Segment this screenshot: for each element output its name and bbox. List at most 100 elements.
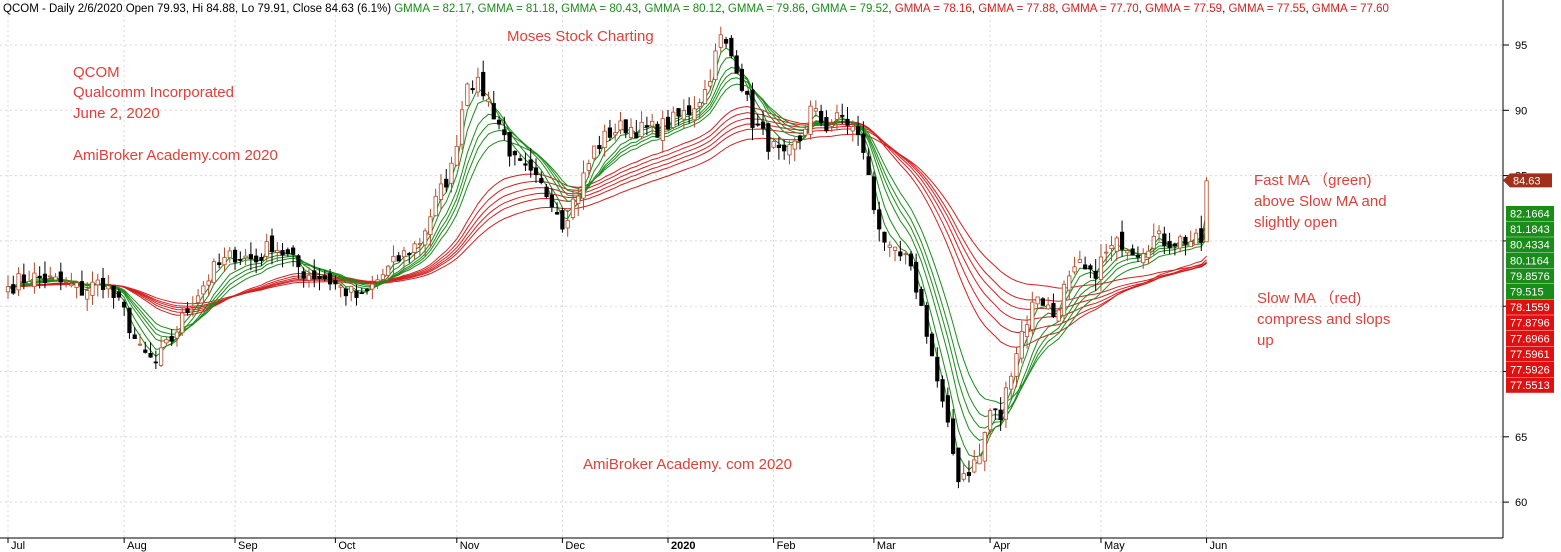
up-candle	[1014, 353, 1019, 377]
down-candle	[607, 127, 613, 138]
down-candle	[37, 275, 42, 279]
down-candle	[481, 71, 486, 97]
ma-value-marker	[1506, 268, 1554, 284]
up-candle	[74, 282, 79, 288]
ticker-label: QCOM	[73, 64, 120, 81]
up-candle	[190, 305, 195, 308]
down-candle	[502, 129, 507, 136]
up-candle	[618, 120, 623, 131]
up-candle	[1125, 250, 1130, 254]
up-candle	[1193, 232, 1199, 245]
gmma-value: GMMA = 77.88	[978, 3, 1055, 15]
down-candle	[312, 270, 317, 280]
down-candle	[665, 116, 671, 130]
up-candle	[565, 220, 570, 229]
ma-value-label: 79.515	[1510, 287, 1544, 299]
up-candle	[338, 285, 343, 288]
up-candle	[586, 163, 591, 171]
down-candle	[560, 210, 565, 230]
up-candle	[1178, 236, 1183, 249]
up-candle	[391, 255, 396, 263]
last-close-marker	[1503, 173, 1552, 188]
x-tick-label: Apr	[993, 540, 1010, 552]
up-candle	[222, 257, 227, 266]
x-tick-label: Mar	[877, 540, 896, 552]
up-candle	[887, 244, 892, 248]
up-candle	[792, 140, 797, 150]
ma-value-label: 80.1164	[1510, 255, 1549, 267]
x-tick-label: Dec	[565, 540, 585, 552]
down-candle	[533, 167, 539, 176]
up-candle	[1003, 387, 1009, 420]
down-candle	[1130, 248, 1135, 256]
ma-value-marker	[1506, 330, 1554, 346]
down-candle	[1088, 265, 1093, 270]
up-candle	[829, 124, 834, 127]
down-candle	[914, 261, 919, 293]
gmma-value: GMMA = 78.16	[895, 3, 972, 15]
down-candle	[924, 304, 929, 337]
down-candle	[634, 132, 639, 139]
down-candle	[491, 103, 496, 120]
down-candle	[127, 307, 132, 334]
down-candle	[687, 105, 692, 115]
up-candle	[459, 109, 465, 145]
up-candle	[106, 285, 111, 290]
down-candle	[555, 212, 560, 215]
ma-value-label: 77.8796	[1510, 318, 1550, 330]
up-candle	[581, 172, 586, 199]
up-candle	[660, 118, 665, 141]
company-label: Qualcomm Incorporated	[73, 84, 234, 101]
down-candle	[1093, 270, 1098, 279]
down-candle	[940, 379, 945, 402]
up-candle	[1030, 301, 1035, 331]
down-candle	[301, 271, 306, 279]
down-candle	[42, 273, 48, 283]
up-candle	[1104, 251, 1109, 254]
up-candle	[433, 195, 438, 217]
date-label: June 2, 2020	[73, 105, 160, 122]
up-candle	[349, 285, 354, 293]
down-candle	[496, 119, 502, 125]
ma-value-marker	[1506, 252, 1554, 268]
down-candle	[79, 281, 85, 296]
fast-ma-note-line: Fast MA （green)	[1254, 172, 1372, 189]
up-candle	[69, 283, 74, 287]
up-candle	[1114, 237, 1119, 252]
up-candle	[1061, 283, 1067, 316]
ma-value-label: 77.5513	[1510, 380, 1550, 392]
down-candle	[512, 151, 517, 156]
x-axis-ticks: Jul Aug Sep Oct Nov Dec 2020 Feb Mar Apr May Jun	[7, 538, 1227, 552]
down-candle	[840, 115, 845, 117]
gmma-value: GMMA = 77.55	[1228, 3, 1305, 15]
up-candle	[834, 112, 840, 120]
ma-value-markers: 84.63 82.1664 81.1843 80.4334 80.1164 79.8576…	[1503, 173, 1554, 393]
up-candle	[164, 339, 169, 344]
up-candle	[1077, 259, 1082, 263]
up-candle	[486, 98, 491, 103]
down-candle	[364, 289, 370, 292]
down-candle	[291, 247, 296, 255]
up-candle	[787, 144, 792, 156]
ma-line	[7, 117, 1207, 321]
down-candle	[359, 292, 364, 295]
down-candle	[734, 55, 739, 74]
ma-value-label: 77.5961	[1510, 349, 1550, 361]
down-candle	[518, 158, 523, 161]
up-candle	[850, 125, 855, 132]
down-candle	[143, 349, 148, 353]
up-candle	[63, 280, 69, 283]
up-candle	[174, 331, 180, 339]
down-candle	[470, 88, 475, 91]
site-label-left: AmiBroker Academy.com 2020	[73, 147, 278, 164]
slow-ma-note-line: compress and slops	[1257, 311, 1390, 328]
x-tick-label: Jul	[11, 540, 25, 552]
down-candle	[333, 280, 338, 285]
down-candle	[729, 37, 734, 57]
ma-value-label: 77.5926	[1510, 365, 1550, 377]
ma-line	[7, 133, 1207, 305]
down-candle	[623, 119, 628, 134]
up-candle	[1098, 256, 1104, 280]
ma-value-marker	[1506, 206, 1554, 222]
up-candle	[375, 279, 380, 283]
